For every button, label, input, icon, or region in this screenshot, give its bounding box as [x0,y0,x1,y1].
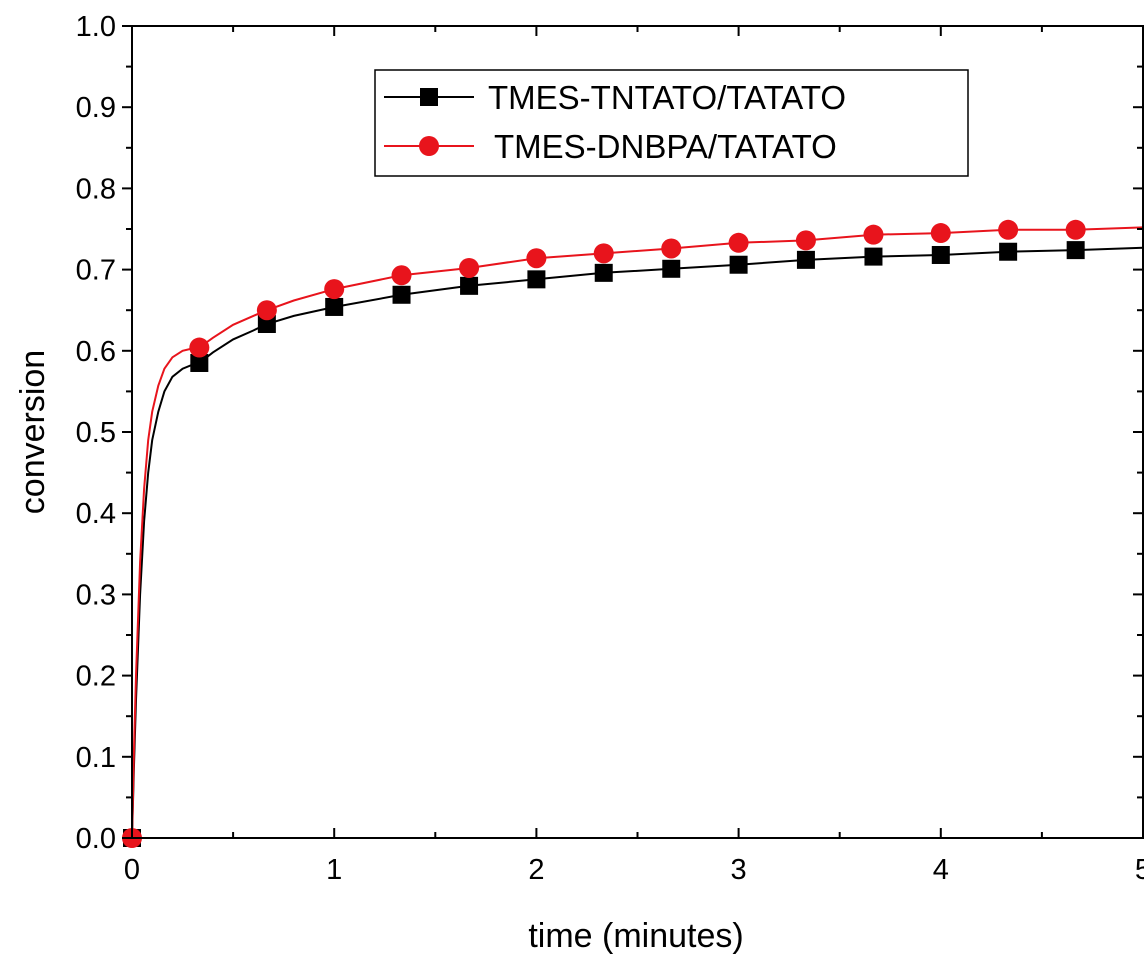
series-2-point [863,224,884,245]
x-tick-label: 4 [933,854,949,886]
series-1-point [460,276,479,295]
x-tick-label: 3 [731,854,747,886]
series-2-point [391,265,412,286]
y-tick-label: 0.6 [76,336,116,368]
series-2-point [256,300,277,321]
y-tick-label: 0.8 [76,173,116,205]
axes: 0 1 2 3 4 5 0.0 0.1 0.2 0.3 0.4 0.5 0.6 0.7 0.8 0.9 1.0 [76,11,1144,886]
y-axis-title: conversion [14,350,52,514]
x-tick-label: 5 [1135,854,1144,886]
y-tick-label: 0.4 [76,498,116,530]
series-2-point [189,337,210,358]
x-axis-title: time (minutes) [528,917,743,955]
y-tick-label: 0.2 [76,661,116,693]
series-1-point [931,245,950,264]
legend-label-series-2: TMES-DNBPA/TATATO [494,128,837,165]
y-tick-label: 0.7 [76,255,116,287]
series-1-point [1066,241,1085,260]
series-2-point [795,230,816,251]
series-2-point [324,279,345,300]
x-tick-label: 0 [124,854,140,886]
series-1-point [729,255,748,274]
series-2-point [459,257,480,278]
y-tick-label: 0.3 [76,579,116,611]
legend: TMES-TNTATO/TATATO TMES-DNBPA/TATATO [374,69,969,177]
x-tick-label: 1 [326,854,342,886]
series-2-point [930,223,951,244]
series-2-point [728,232,749,253]
series-2-point [1065,219,1086,240]
series-1-line [131,246,1144,839]
series-1-point [190,353,209,372]
y-tick-label: 0.5 [76,417,116,449]
series-1-point [527,270,546,289]
series-1-point [392,285,411,304]
series-1-point [257,315,276,334]
legend-label-series-1: TMES-TNTATO/TATATO [488,79,846,116]
y-tick-label: 1.0 [76,11,116,43]
series-1-point [999,242,1018,261]
series-2-point [661,238,682,259]
series-1-point [796,250,815,269]
y-tick-label: 0.1 [76,742,116,774]
series-2-point [998,219,1019,240]
y-tick-label: 0.0 [76,823,116,855]
legend-marker-series-1 [420,88,438,106]
series-1-point [864,247,883,266]
legend-box [374,69,969,177]
series-1-point [594,263,613,282]
series-1-point [325,297,344,316]
x-tick-label: 2 [528,854,544,886]
series-1-point [662,259,681,278]
series-2-point [526,248,547,269]
legend-marker-series-2 [419,136,439,156]
plot-area [122,219,1144,848]
series-2-point [593,243,614,264]
y-tick-label: 0.9 [76,92,116,124]
